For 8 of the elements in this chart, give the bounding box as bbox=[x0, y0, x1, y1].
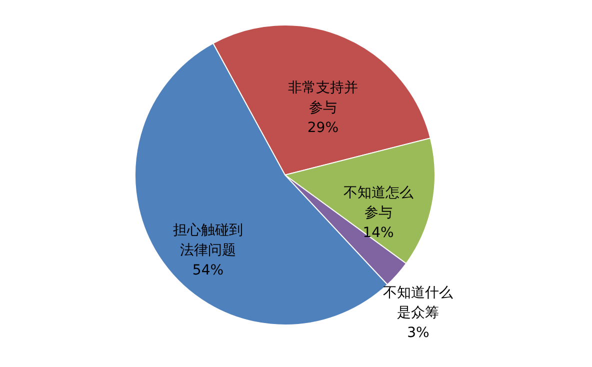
slice-label: 不知道怎么参与 bbox=[343, 185, 414, 222]
data-label: 3% bbox=[407, 325, 430, 342]
data-label: 54% bbox=[192, 262, 224, 279]
slice-label: 不知道什么是众筹 bbox=[383, 285, 454, 322]
slice-label: 担心触碰到法律问题 bbox=[172, 222, 243, 259]
data-label: 29% bbox=[307, 120, 339, 136]
slice-label: 非常支持并参与 bbox=[288, 80, 358, 116]
data-label: 14% bbox=[362, 225, 394, 242]
